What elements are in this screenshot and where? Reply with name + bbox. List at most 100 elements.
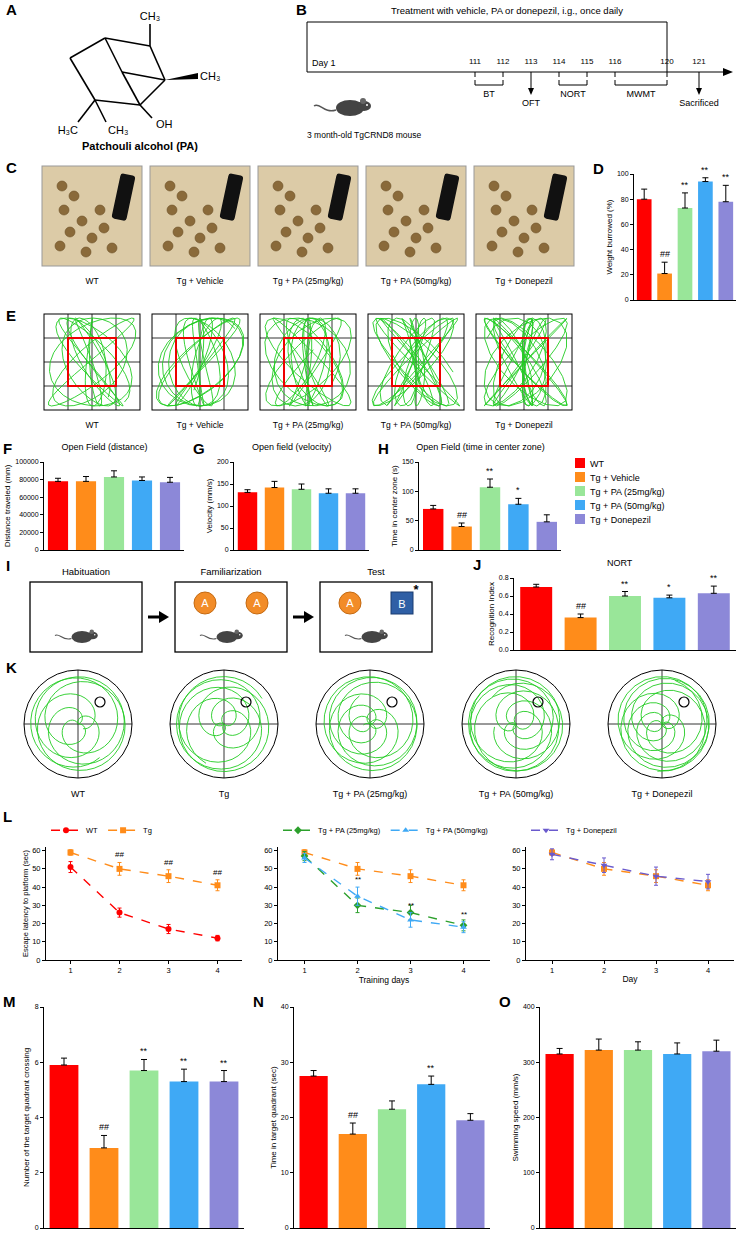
svg-text:MWMT: MWMT xyxy=(627,89,656,99)
svg-text:**: ** xyxy=(722,172,730,182)
svg-text:50: 50 xyxy=(264,864,272,873)
svg-text:116: 116 xyxy=(609,57,622,66)
svg-text:*: * xyxy=(413,582,419,597)
svg-text:50: 50 xyxy=(221,524,229,531)
svg-text:##: ## xyxy=(213,868,222,877)
svg-text:0: 0 xyxy=(268,956,272,965)
svg-text:0: 0 xyxy=(285,1224,289,1231)
svg-text:BT: BT xyxy=(483,89,495,99)
svg-text:10: 10 xyxy=(281,1169,289,1176)
svg-text:0.2: 0.2 xyxy=(499,628,509,635)
svg-text:40: 40 xyxy=(264,883,272,892)
svg-text:2: 2 xyxy=(117,966,121,975)
svg-text:60000: 60000 xyxy=(19,494,39,501)
svg-text:Tg + PA (25mg/kg): Tg + PA (25mg/kg) xyxy=(333,789,408,799)
svg-text:**: ** xyxy=(140,1046,148,1056)
svg-text:Tg + Donepezil: Tg + Donepezil xyxy=(495,276,553,286)
svg-text:**: ** xyxy=(427,1063,435,1073)
svg-text:0: 0 xyxy=(35,546,39,553)
svg-text:60: 60 xyxy=(621,221,629,228)
svg-text:80: 80 xyxy=(621,196,629,203)
svg-text:**: ** xyxy=(180,1056,188,1066)
svg-text:1: 1 xyxy=(550,966,554,975)
svg-text:##: ## xyxy=(576,601,586,611)
svg-text:Swimming speed (mm/s): Swimming speed (mm/s) xyxy=(511,1073,520,1161)
svg-text:100: 100 xyxy=(617,170,629,177)
svg-text:4: 4 xyxy=(461,966,465,975)
svg-text:Tg: Tg xyxy=(143,826,152,835)
svg-text:WT: WT xyxy=(85,276,98,286)
svg-text:60: 60 xyxy=(264,846,272,855)
svg-text:Time in center zone (s): Time in center zone (s) xyxy=(390,465,399,547)
svg-text:40: 40 xyxy=(281,1003,289,1010)
svg-text:200: 200 xyxy=(217,458,229,465)
svg-text:3: 3 xyxy=(166,966,170,975)
svg-text:**: ** xyxy=(408,901,414,910)
svg-text:10: 10 xyxy=(32,937,40,946)
svg-text:Tg + Vehicle: Tg + Vehicle xyxy=(176,420,223,430)
svg-text:Habituation: Habituation xyxy=(62,566,110,577)
svg-text:Tg + Vehicle: Tg + Vehicle xyxy=(176,276,223,286)
svg-text:Training days: Training days xyxy=(359,975,410,985)
svg-text:Number of the target quadrant: Number of the target quadrant crossing xyxy=(22,1048,31,1187)
svg-text:121: 121 xyxy=(692,57,706,66)
svg-text:50: 50 xyxy=(406,517,414,524)
svg-text:CH₃: CH₃ xyxy=(108,124,128,136)
svg-text:Distance traveled (mm): Distance traveled (mm) xyxy=(3,464,12,547)
svg-text:0: 0 xyxy=(516,956,520,965)
svg-text:**: ** xyxy=(461,910,467,919)
svg-text:0.6: 0.6 xyxy=(499,592,509,599)
svg-text:NORT: NORT xyxy=(607,558,633,568)
svg-text:100000: 100000 xyxy=(15,458,38,465)
svg-text:Time in target quadrant (sec): Time in target quadrant (sec) xyxy=(269,1066,278,1169)
svg-text:60: 60 xyxy=(512,846,520,855)
svg-text:Recognition Index: Recognition Index xyxy=(487,582,496,646)
svg-text:Tg + PA (50mg/kg): Tg + PA (50mg/kg) xyxy=(426,826,489,835)
svg-text:NORT: NORT xyxy=(560,89,586,99)
svg-text:B: B xyxy=(398,598,405,610)
svg-text:**: ** xyxy=(710,573,718,583)
svg-text:0.4: 0.4 xyxy=(499,610,509,617)
svg-text:30: 30 xyxy=(512,901,520,910)
svg-text:0: 0 xyxy=(225,546,229,553)
svg-text:Tg + PA (50mg/kg): Tg + PA (50mg/kg) xyxy=(381,276,452,286)
svg-text:20: 20 xyxy=(621,271,629,278)
svg-text:*: * xyxy=(516,485,520,495)
svg-text:40000: 40000 xyxy=(19,511,39,518)
svg-text:Day: Day xyxy=(622,974,638,984)
svg-text:300: 300 xyxy=(523,1059,535,1066)
svg-text:Tg + Donepezil: Tg + Donepezil xyxy=(632,789,693,799)
svg-text:100: 100 xyxy=(402,488,414,495)
svg-text:0: 0 xyxy=(35,1224,39,1231)
svg-text:60: 60 xyxy=(32,846,40,855)
svg-text:##: ## xyxy=(660,249,670,259)
svg-text:4: 4 xyxy=(35,1114,39,1121)
svg-text:A: A xyxy=(201,597,209,609)
svg-text:150: 150 xyxy=(217,480,229,487)
svg-text:OH: OH xyxy=(156,118,173,130)
svg-text:120: 120 xyxy=(660,57,674,66)
svg-text:8: 8 xyxy=(35,1003,39,1010)
svg-text:0: 0 xyxy=(36,956,40,965)
svg-text:3: 3 xyxy=(654,966,658,975)
svg-text:##: ## xyxy=(164,858,173,867)
svg-text:0: 0 xyxy=(410,546,414,553)
svg-text:Patchouli alcohol (PA): Patchouli alcohol (PA) xyxy=(82,140,198,152)
svg-text:2: 2 xyxy=(602,966,606,975)
svg-text:40: 40 xyxy=(32,883,40,892)
svg-text:**: ** xyxy=(486,466,494,476)
svg-text:0.8: 0.8 xyxy=(499,574,509,581)
svg-text:50: 50 xyxy=(512,864,520,873)
svg-text:A: A xyxy=(346,597,354,609)
svg-text:Open Field (time in center zon: Open Field (time in center zone) xyxy=(416,442,545,452)
svg-text:WT: WT xyxy=(85,420,98,430)
svg-text:3: 3 xyxy=(408,966,412,975)
svg-text:**: ** xyxy=(681,180,689,190)
svg-text:Day 1: Day 1 xyxy=(312,58,336,68)
svg-text:CH₃: CH₃ xyxy=(140,10,160,22)
svg-text:30: 30 xyxy=(32,901,40,910)
svg-text:113: 113 xyxy=(525,57,538,66)
svg-text:100: 100 xyxy=(217,502,229,509)
svg-text:Open Field (distance): Open Field (distance) xyxy=(61,442,147,452)
svg-text:4: 4 xyxy=(215,966,219,975)
